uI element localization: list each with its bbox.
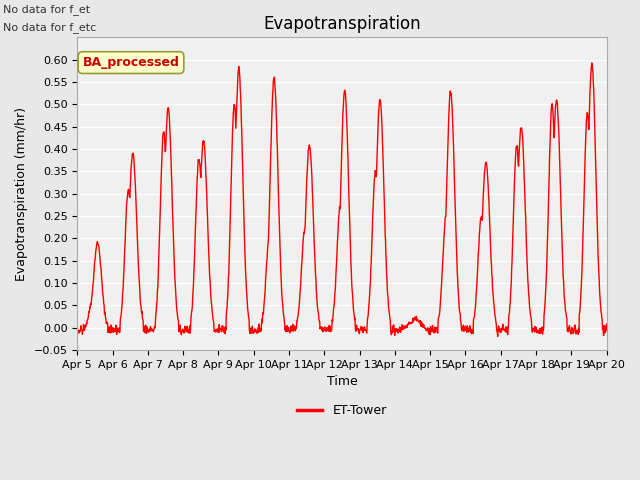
Text: BA_processed: BA_processed: [83, 56, 179, 69]
Legend: ET-Tower: ET-Tower: [292, 399, 392, 422]
Title: Evapotranspiration: Evapotranspiration: [263, 15, 420, 33]
X-axis label: Time: Time: [326, 375, 357, 388]
Y-axis label: Evapotranspiration (mm/hr): Evapotranspiration (mm/hr): [15, 107, 28, 281]
Text: No data for f_etc: No data for f_etc: [3, 22, 97, 33]
Text: No data for f_et: No data for f_et: [3, 4, 90, 15]
